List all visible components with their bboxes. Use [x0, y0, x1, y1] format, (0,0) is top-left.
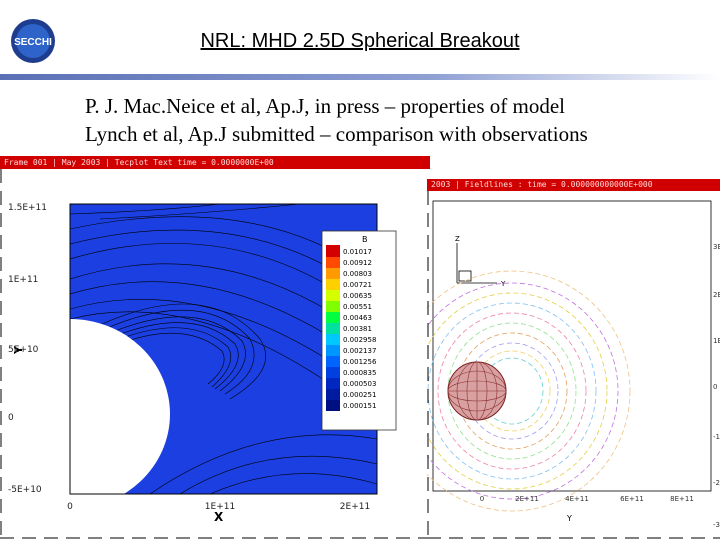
legend-levels: 0.01017 0.00912 0.00803 0.00721 0.00635 0.005…: [343, 248, 377, 410]
left-x-tick-label: 2E+11: [340, 502, 370, 512]
triad-z-label: Z: [455, 235, 460, 243]
left-plot: B 0.010170.009120.008030.007210.006350.0…: [0, 169, 430, 540]
left-x-axis-label: X: [214, 510, 224, 524]
right-side-tick-label: -3E: [713, 521, 720, 529]
legend-level-label: 0.00463: [343, 314, 372, 322]
sun-globe: [447, 361, 507, 421]
title-rule: [0, 74, 720, 80]
legend-level-label: 0.000503: [343, 380, 376, 388]
left-y-tick-label: 5E+10: [8, 345, 39, 355]
legend-level-label: 0.000835: [343, 369, 376, 377]
legend-level-label: 0.002958: [343, 336, 376, 344]
right-side-tick-label: 2E: [713, 291, 720, 299]
legend-level-label: 0.000251: [343, 391, 376, 399]
left-x-tick-label: 1E+11: [205, 502, 235, 512]
legend-level-label: 0.002137: [343, 347, 376, 355]
right-side-tick-label: -1E: [713, 433, 720, 441]
legend-title: B: [362, 235, 368, 244]
logo-text: SECCHI: [14, 37, 52, 48]
left-y-tick-label: -5E+10: [8, 485, 42, 495]
right-plot: Z Y Y 0 2E+11 4E+11 6E+11 8E+11 3E 2E 1E 0 -1E -2…: [427, 191, 720, 540]
legend-level-label: 0.00381: [343, 325, 372, 333]
legend-level-label: 0.00721: [343, 281, 372, 289]
legend-level-label: 0.01017: [343, 248, 372, 256]
legend-level-label: 0.00551: [343, 303, 372, 311]
secchi-logo: SECCHI: [11, 19, 55, 63]
left-plot-header: Frame 001 | May 2003 | Tecplot Text time…: [0, 156, 430, 169]
left-y-axis-label: Y: [12, 345, 25, 355]
subtitle: P. J. Mac.Neice et al, Ap.J, in press – …: [85, 92, 588, 148]
right-side-tick-label: -2E: [713, 479, 720, 487]
legend-level-label: 0.00912: [343, 259, 372, 267]
slide-title: NRL: MHD 2.5D Spherical Breakout: [200, 30, 520, 52]
subtitle-line-1: P. J. Mac.Neice et al, Ap.J, in press – …: [85, 94, 565, 118]
color-bar: [326, 245, 340, 411]
triad-y-label: Y: [500, 280, 506, 288]
right-side-tick-label: 1E: [713, 337, 720, 345]
subtitle-line-2: Lynch et al, Ap.J submitted – comparison…: [85, 122, 588, 146]
right-plot-header: 2003 | Fieldlines : time = 0.00000000000…: [427, 179, 720, 191]
right-x-tick-label: 2E+11: [515, 495, 539, 503]
left-y-tick-label: 0: [8, 413, 14, 423]
legend-level-label: 0.000151: [343, 402, 376, 410]
left-y-tick-label: 1E+11: [8, 275, 38, 285]
legend-level-label: 0.00635: [343, 292, 372, 300]
right-x-tick-label: 0: [480, 495, 484, 503]
left-y-tick-label: 1.5E+11: [8, 203, 47, 213]
legend-level-label: 0.001256: [343, 358, 377, 366]
right-x-tick-label: 6E+11: [620, 495, 644, 503]
right-x-axis-label: Y: [566, 514, 572, 523]
legend-level-label: 0.00803: [343, 270, 372, 278]
right-x-tick-label: 8E+11: [670, 495, 694, 503]
right-side-tick-label: 0: [713, 383, 717, 391]
right-side-tick-label: 3E: [713, 243, 720, 251]
right-x-tick-label: 4E+11: [565, 495, 589, 503]
left-x-tick-label: 0: [67, 502, 73, 512]
